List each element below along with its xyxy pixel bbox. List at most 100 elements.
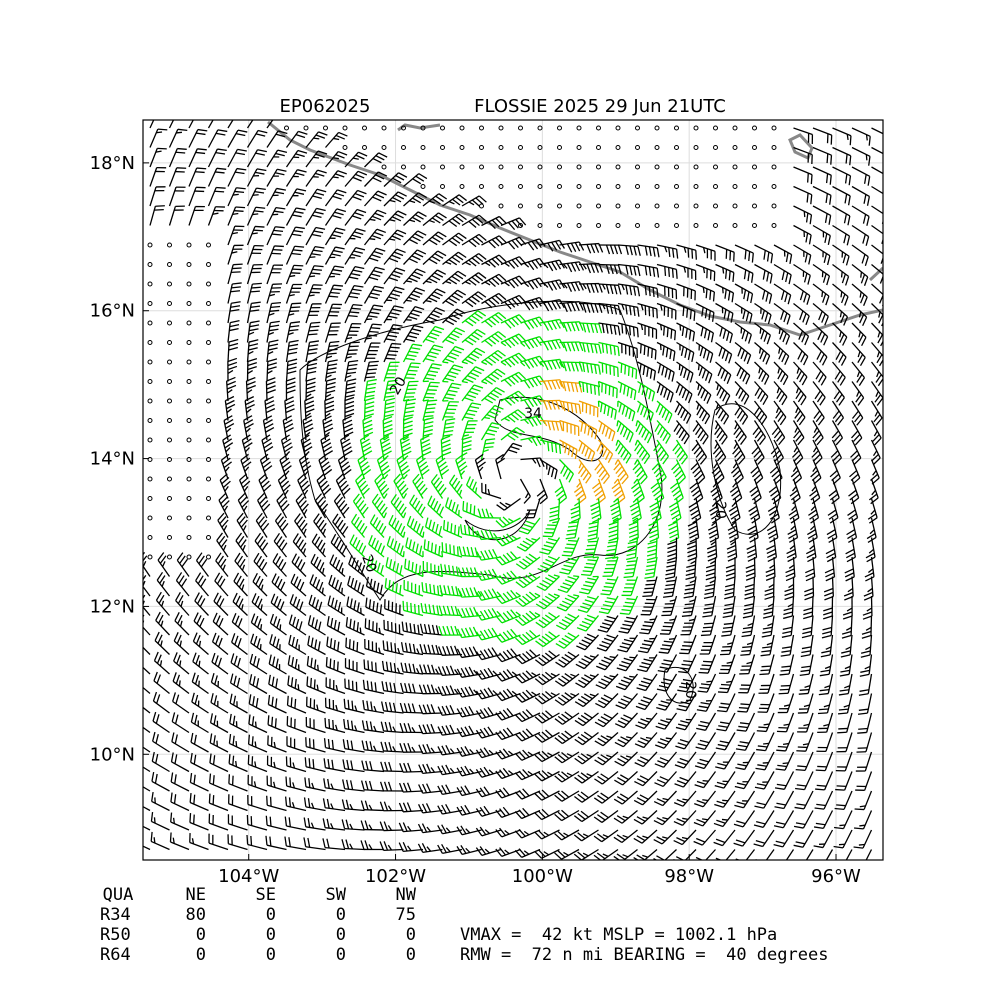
wind-barb: [733, 440, 745, 464]
barb-staff: [672, 577, 676, 597]
barb-feather: [602, 425, 605, 434]
barb-feather: [198, 595, 203, 603]
barb-feather: [407, 374, 416, 375]
barb-feather: [485, 282, 490, 285]
barb-feather: [692, 249, 693, 258]
wind-barb: [636, 421, 652, 444]
wind-barb: [713, 440, 725, 464]
barb-feather: [314, 557, 318, 566]
barb-staff: [215, 581, 228, 596]
barb-feather: [682, 433, 687, 441]
barb-feather: [286, 378, 295, 381]
barb-feather: [664, 389, 667, 398]
barb-feather: [567, 530, 576, 531]
barb-staff: [552, 518, 559, 537]
barb-feather: [488, 570, 493, 578]
wind-barb: [321, 435, 333, 459]
barb-staff: [656, 538, 657, 558]
barb-feather: [554, 575, 560, 577]
barb-feather: [452, 276, 460, 281]
barb-feather: [567, 303, 571, 312]
barb-feather: [176, 152, 185, 153]
barb-staff: [345, 362, 349, 382]
barb-feather: [563, 468, 567, 476]
barb-feather: [687, 545, 696, 548]
wind-barb: [228, 207, 245, 226]
barb-feather: [793, 467, 796, 472]
barb-staff: [267, 265, 274, 284]
barb-feather: [356, 540, 360, 549]
barb-staff: [732, 596, 735, 616]
barb-feather: [225, 443, 233, 448]
calm-marker: [382, 126, 386, 130]
barb-feather: [493, 390, 501, 395]
barb-feather: [611, 408, 612, 417]
wind-barb: [618, 323, 638, 337]
calm-marker: [207, 497, 211, 501]
barb-feather: [705, 588, 714, 590]
barb-feather: [304, 529, 306, 534]
barb-feather: [444, 520, 445, 529]
barb-feather: [769, 294, 771, 303]
barb-staff: [579, 343, 599, 345]
barb-feather: [770, 274, 772, 283]
barb-feather: [682, 327, 683, 336]
barb-feather: [358, 152, 367, 156]
wind-barb: [350, 535, 366, 557]
barb-staff: [755, 421, 766, 438]
wind-barb: [228, 302, 241, 323]
calm-marker: [538, 126, 542, 130]
barb-feather: [759, 414, 764, 422]
barb-staff: [575, 518, 579, 538]
barb-feather: [435, 254, 443, 259]
barb-feather: [176, 572, 181, 580]
barb-feather: [524, 496, 530, 503]
barb-feather: [375, 286, 384, 288]
barb-feather: [226, 404, 235, 408]
barb-feather: [410, 332, 419, 334]
barb-feather: [743, 310, 745, 319]
barb-feather: [726, 269, 727, 278]
barb-feather: [343, 526, 348, 534]
barb-feather: [325, 401, 334, 404]
barb-staff: [852, 265, 868, 277]
barb-staff: [735, 401, 748, 417]
barb-staff: [813, 401, 824, 418]
barb-feather: [550, 506, 559, 508]
barb-feather: [368, 316, 377, 317]
wind-barb: [868, 499, 877, 524]
barb-feather: [729, 506, 737, 511]
barb-staff: [326, 209, 337, 226]
barb-feather: [736, 387, 740, 395]
barb-feather: [610, 245, 613, 254]
barb-feather: [526, 521, 535, 524]
barb-feather: [181, 579, 186, 587]
barb-feather: [742, 417, 747, 425]
barb-feather: [868, 176, 870, 185]
wind-barb: [462, 292, 486, 307]
barb-feather: [865, 277, 868, 286]
barb-feather: [501, 362, 506, 365]
wind-barb: [209, 130, 228, 148]
wind-barb: [444, 520, 462, 537]
wind-barb: [549, 499, 559, 521]
barb-feather: [340, 523, 345, 531]
calm-marker: [148, 282, 152, 286]
calm-marker: [558, 204, 562, 208]
wind-barb: [501, 315, 526, 329]
barb-feather: [783, 376, 787, 384]
barb-feather: [328, 360, 337, 362]
barb-feather: [244, 486, 247, 491]
wind-barb: [156, 592, 169, 615]
barb-feather: [591, 510, 600, 514]
barb-staff: [813, 148, 831, 156]
wind-barb: [253, 573, 267, 596]
barb-feather: [304, 509, 307, 514]
barb-feather: [414, 253, 423, 257]
barb-feather: [632, 412, 634, 421]
barb-feather: [344, 428, 353, 432]
wind-barb: [692, 440, 706, 464]
calm-marker: [636, 224, 640, 228]
barb-feather: [235, 553, 240, 561]
barb-feather: [870, 530, 874, 534]
